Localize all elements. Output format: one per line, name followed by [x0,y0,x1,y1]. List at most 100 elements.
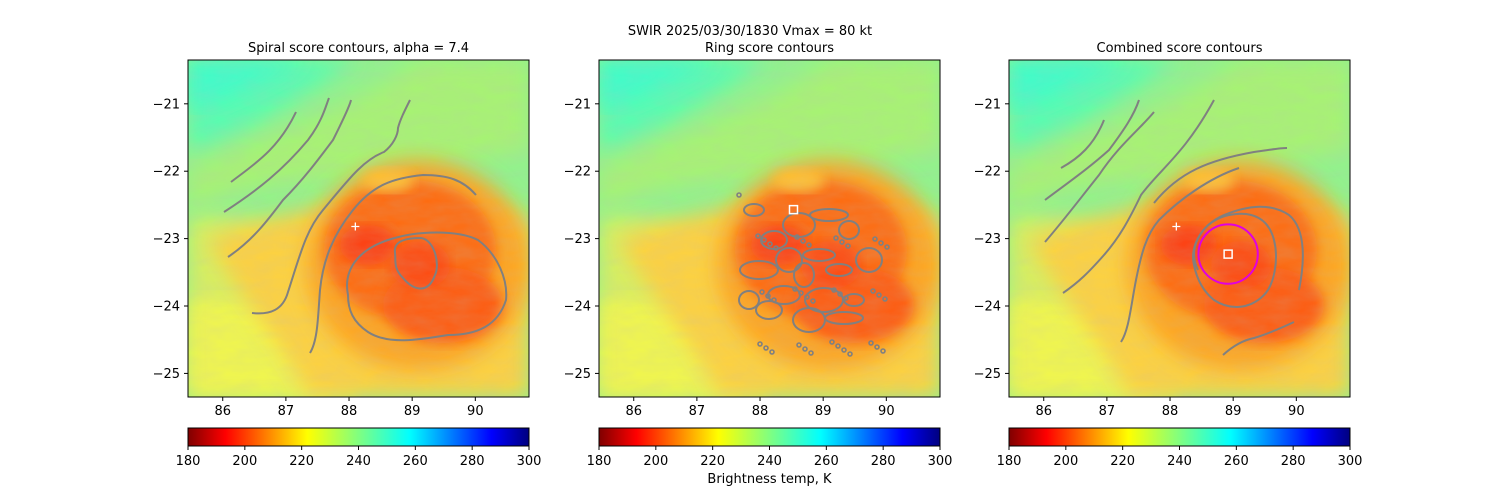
colorbar [1008,427,1351,447]
ring-contour [825,263,853,277]
ring-contour-speck [763,345,769,351]
colorbar-tick-label: 260 [1224,454,1249,469]
combined-contour [1192,212,1277,308]
colorbar-tick-label: 300 [928,454,953,469]
eye-circle-marker [1197,223,1259,285]
colorbar [187,427,530,447]
ring-contour-speck [880,348,886,354]
x-tick-label: 90 [878,404,895,419]
x-tick-label: 86 [214,404,231,419]
y-tick-label: −25 [974,367,1001,382]
spiral-contour [251,99,411,315]
x-tick-label: 89 [1225,404,1242,419]
spiral-contour [227,99,352,258]
combined-contour [1153,147,1288,204]
y-tick-label: −21 [153,97,180,112]
y-tick-label: −23 [153,232,180,247]
ring-contour-speck [845,243,851,249]
ring-contour-speck [806,242,812,248]
ring-contour-speck [847,351,853,357]
ring-contour [855,247,883,273]
x-tick-label: 89 [404,404,421,419]
combined-contour [1120,167,1240,343]
colorbar-tick-label: 220 [289,454,314,469]
ring-contour-speck [771,297,777,303]
ring-contour-speck [767,241,773,247]
ring-contour-speck [882,296,888,302]
ring-contour-speck [769,349,775,355]
ring-contour-speck [794,234,800,240]
colorbar-tick-label: 220 [1110,454,1135,469]
spiral-contour [393,236,438,290]
ring-contour [738,290,760,310]
center-square-marker [1223,249,1233,259]
ring-contour-speck [792,286,798,292]
ring-contour-speck [870,288,876,294]
colorbar-tick-label: 300 [1338,454,1363,469]
ring-contour-speck [872,236,878,242]
colorbar-label: Brightness temp, K [707,472,832,487]
x-tick-label: 88 [752,404,769,419]
spiral-contour [230,111,297,183]
panel-title: Spiral score contours, alpha = 7.4 [248,41,469,56]
colorbar-tick-label: 280 [871,454,896,469]
center-plus-marker [1172,222,1181,231]
panel-3: Combined score contours 86 87 88 89 90 −21 −22 −… [974,41,1363,469]
ring-contour [838,220,860,240]
combined-contour [1044,111,1155,243]
panel-1: Spiral score contours, alpha = 7.4 86 87 88… [153,41,542,469]
x-tick-label: 88 [341,404,358,419]
panel-2: Ring score contours 86 87 88 89 90 −21 −22 −23 −2… [564,41,953,469]
y-tick-label: −23 [564,232,591,247]
brightness-temp-field [188,60,530,397]
ring-contour-speck [831,287,837,293]
ring-contour [824,311,864,325]
y-tick-label: −24 [564,300,591,315]
ring-contour-speck [835,343,841,349]
y-tick-label: −24 [974,300,1001,315]
ring-contour-speck [884,244,890,250]
axes-frame [1008,59,1351,398]
ring-contour-speck [804,294,810,300]
x-tick-label: 90 [467,404,484,419]
ring-contour-speck [773,245,779,251]
center-square-marker [788,204,799,215]
colorbar-tick-label: 260 [814,454,839,469]
y-tick-label: −22 [153,165,180,180]
colorbar-tick-label: 180 [587,454,612,469]
y-tick-label: −23 [974,232,1001,247]
x-tick-label: 86 [625,404,642,419]
x-tick-label: 88 [1162,404,1179,419]
y-tick-label: −22 [564,165,591,180]
ring-contour-speck [876,292,882,298]
x-tick-label: 90 [1288,404,1305,419]
ring-contour [843,293,865,307]
combined-contour [1062,99,1215,294]
ring-contour-speck [841,347,847,353]
ring-contour-speck [755,233,761,239]
x-tick-label: 87 [1099,404,1116,419]
y-tick-label: −21 [564,97,591,112]
y-tick-label: −24 [153,300,180,315]
ring-contour-speck [765,293,771,299]
ring-contour [775,247,803,273]
score-contours [223,97,508,354]
ring-contour-speck [833,235,839,241]
ring-contour-speck [843,295,849,301]
colorbar-tick-label: 220 [700,454,725,469]
ring-contour-speck [798,290,804,296]
ring-contour [743,203,765,217]
x-tick-label: 89 [815,404,832,419]
colorbar-tick-label: 200 [1053,454,1078,469]
ring-contour-speck [761,237,767,243]
ring-contour-speck [796,342,802,348]
colorbar-tick-label: 200 [643,454,668,469]
brightness-temp-field [1009,60,1351,397]
ring-contour [793,262,815,288]
ring-contour-speck [878,240,884,246]
x-tick-label: 87 [689,404,706,419]
ring-contour-speck [837,291,843,297]
ring-contour-speck [874,344,880,350]
y-tick-label: −22 [974,165,1001,180]
